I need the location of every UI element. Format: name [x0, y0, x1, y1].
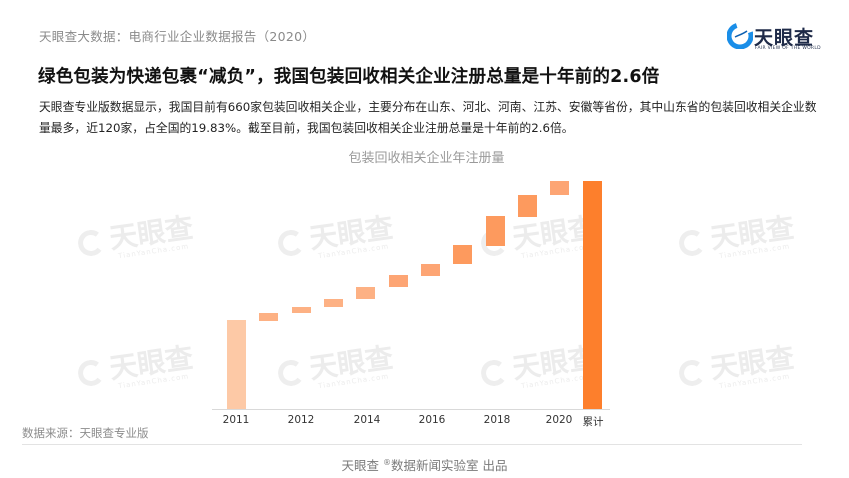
x-tick-label: 累计 — [582, 416, 604, 428]
x-tick-label: 2012 — [287, 414, 315, 426]
divider — [400, 444, 802, 445]
bar-increment — [356, 287, 375, 299]
bar-increment — [550, 181, 569, 195]
watermark-logo-icon — [76, 358, 106, 388]
bar-total — [583, 181, 602, 409]
watermark-logo-icon — [276, 228, 306, 258]
watermark: 天眼查 TianYanCha.com — [676, 336, 797, 396]
watermark-logo-icon — [677, 358, 707, 388]
bar-increment — [324, 299, 343, 307]
watermark: 天眼查 TianYanCha.com — [478, 336, 599, 396]
bar-increment — [292, 307, 311, 313]
watermark: 天眼查 TianYanCha.com — [75, 206, 196, 266]
bar-increment — [259, 313, 278, 321]
body-paragraph: 天眼查专业版数据显示，我国目前有660家包装回收相关企业，主要分布在山东、河北、… — [39, 100, 817, 135]
report-title: 天眼查大数据：电商行业企业数据报告（2020） — [39, 29, 316, 44]
x-tick-label: 2011 — [222, 414, 250, 426]
x-tick-label: 2020 — [545, 414, 573, 426]
data-source: 数据来源：天眼查专业版 — [22, 426, 149, 440]
watermark: 天眼查 TianYanCha.com — [676, 206, 797, 266]
x-tick-label: 2014 — [353, 414, 381, 426]
tianyancha-logo-icon — [727, 23, 753, 49]
brand-logo: 天眼查 FAIR VIEW OF THE WORLD — [727, 23, 821, 53]
logo-subtitle: FAIR VIEW OF THE WORLD — [755, 46, 821, 51]
watermark: 天眼查 TianYanCha.com — [275, 336, 396, 396]
watermark-logo-icon — [677, 228, 707, 258]
bar-increment — [486, 216, 505, 246]
bar-increment — [453, 245, 472, 264]
watermark: 天眼查 TianYanCha.com — [275, 206, 396, 266]
bar-increment — [518, 195, 537, 217]
logo-text: 天眼查 — [754, 27, 815, 49]
x-axis-line — [212, 409, 610, 410]
bar-increment — [389, 275, 408, 287]
x-tick-label: 2018 — [483, 414, 511, 426]
watermark-logo-icon — [479, 358, 509, 388]
watermark: 天眼查 TianYanCha.com — [75, 336, 196, 396]
chart-title: 包装回收相关企业年注册量 — [348, 151, 505, 166]
watermark-logo-icon — [276, 358, 306, 388]
watermark-logo-icon — [76, 228, 106, 258]
footer-credit: 天眼查 ®数据新闻实验室 出品 — [341, 457, 508, 473]
headline: 绿色包装为快递包裹“减负”，我国包装回收相关企业注册总量是十年前的2.6倍 — [38, 67, 660, 87]
divider — [22, 444, 400, 445]
x-tick-label: 2016 — [418, 414, 446, 426]
bar-base — [227, 320, 246, 409]
bar-increment — [421, 264, 440, 276]
